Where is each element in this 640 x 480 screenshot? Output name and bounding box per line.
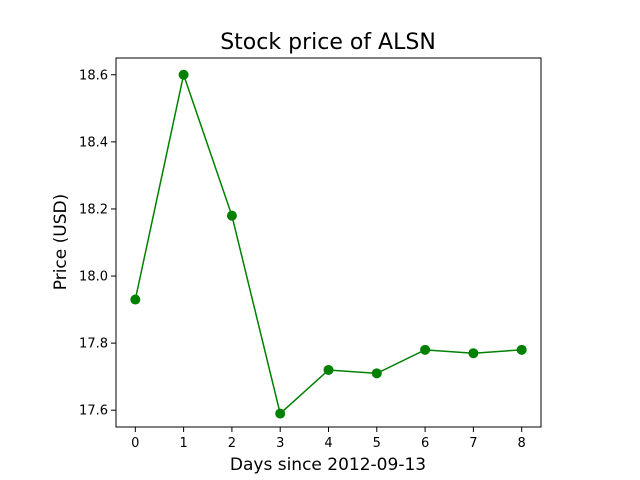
data-point (130, 294, 141, 305)
x-tick-label: 0 (131, 436, 139, 451)
x-tick-label: 1 (179, 436, 187, 451)
x-tick-label: 3 (276, 436, 284, 451)
x-axis-label: Days since 2012-09-13 (230, 455, 426, 475)
x-tick-label: 5 (373, 436, 381, 451)
y-tick-label: 18.0 (79, 270, 108, 285)
y-tick-label: 17.6 (79, 404, 108, 419)
data-point (226, 210, 237, 221)
series-line (134, 71, 522, 415)
x-tick-label: 2 (228, 436, 236, 451)
data-point (275, 408, 286, 419)
data-point (468, 348, 479, 359)
data-point (420, 344, 431, 355)
data-point (371, 368, 382, 379)
data-point (516, 344, 527, 355)
y-tick-label: 18.4 (79, 135, 108, 150)
y-tick-label: 17.8 (79, 337, 108, 352)
y-axis-label: Price (USD) (51, 194, 71, 290)
data-point (323, 364, 334, 375)
plot-area: 0 1 2 3 4 5 6 7 8 17.6 17.8 18.0 18.2 18.4 18.6 (79, 57, 542, 451)
x-tick-label: 4 (324, 436, 332, 451)
data-point (178, 69, 189, 80)
y-tick-label: 18.6 (79, 68, 108, 83)
y-tick-label: 18.2 (79, 202, 108, 217)
chart-title: Stock price of ALSN (220, 30, 436, 55)
x-tick-label: 6 (421, 436, 429, 451)
x-tick-label: 8 (518, 436, 526, 451)
x-tick-label: 7 (469, 436, 477, 451)
